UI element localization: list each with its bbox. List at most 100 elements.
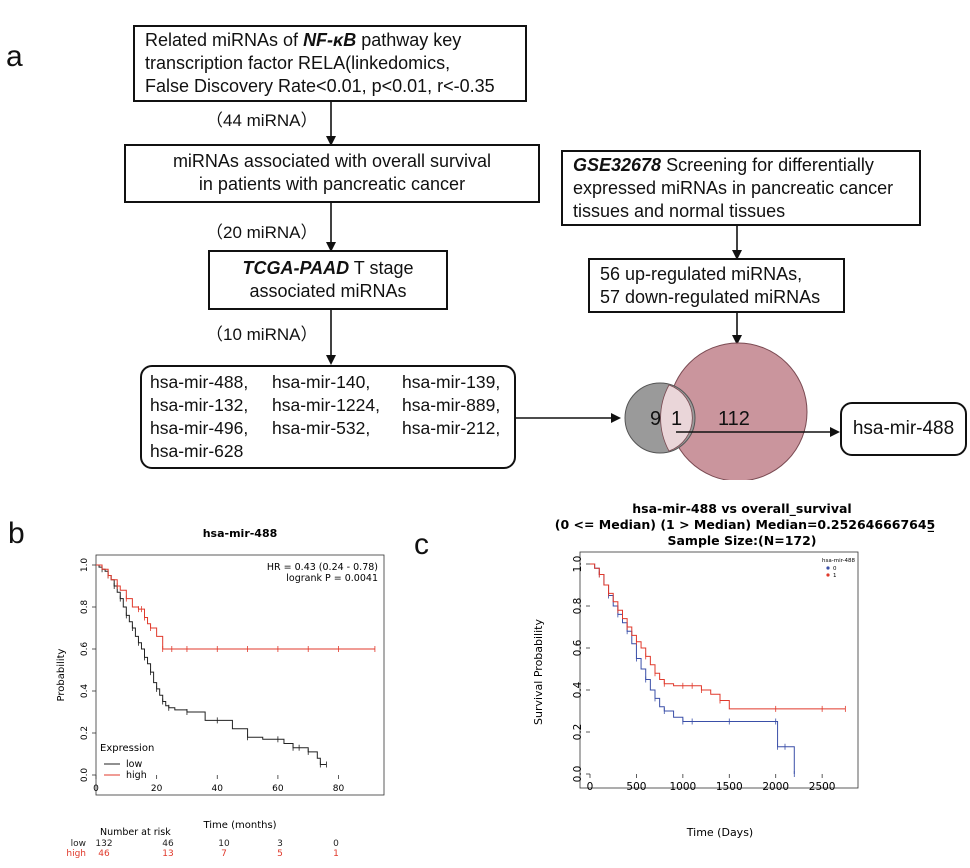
box2-line1: miRNAs associated with overall survival — [172, 151, 492, 171]
km-plot-b: hsa-mir-488 0.0 0.2 0.4 0.6 0.8 1.0 0 20 40 60 80… — [56, 527, 385, 859]
box3-line1b: T stage — [349, 258, 414, 278]
regulated-box: 56 up-regulated miRNAs, 57 down-regulate… — [588, 258, 845, 313]
result-box: hsa-mir-488 — [840, 402, 967, 456]
legend-1-dot — [826, 573, 830, 577]
km-curve-low — [96, 564, 327, 765]
mirna-1: hsa-mir-488, — [150, 372, 249, 392]
risk-value: 7 — [221, 849, 227, 859]
km-curve-high — [96, 564, 375, 650]
km-curve-0 — [590, 563, 795, 774]
survival-box: miRNAs associated with overall survival … — [124, 144, 540, 203]
km-plot-c: hsa-mir-488 vs overall_survival (0 <= Me… — [532, 501, 936, 839]
risk-value: 1 — [333, 849, 339, 859]
xtick-label: 1000 — [669, 781, 696, 793]
plot-b-frame — [95, 554, 385, 796]
plot-b-xlabel: Time (months) — [202, 820, 276, 831]
box2-line2: in patients with pancreatic cancer — [198, 174, 466, 194]
plot-c-title2: (0 <= Median) (1 > Median) Median=0.2526… — [555, 517, 936, 533]
xtick-label: 500 — [626, 781, 646, 793]
panel-b-letter: b — [8, 517, 25, 550]
ytick-label: 1.0 — [80, 558, 90, 573]
plot-c-yticks: 0.0 0.2 0.4 0.6 0.8 1.0 — [572, 556, 590, 783]
box1-line1c: pathway key — [356, 30, 462, 50]
venn-overlap-count: 1 — [671, 408, 682, 430]
plot-b-legend-title: Expression — [100, 743, 154, 754]
plot-b-title: hsa-mir-488 — [203, 527, 278, 540]
ytick-label: 0.8 — [572, 598, 584, 615]
xtick-label: 80 — [333, 784, 345, 794]
plot-b-logrank: logrank P = 0.0041 — [286, 573, 378, 584]
geo-box: GSE32678 Screening for differentially ex… — [561, 150, 921, 226]
mirna-list-box: hsa-mir-488, hsa-mir-140, hsa-mir-139, h… — [140, 365, 516, 469]
risk-value: 0 — [333, 839, 339, 849]
xtick-label: 0 — [587, 781, 594, 793]
box1-line3: False Discovery Rate<0.01, p<0.01, r<-0.… — [145, 76, 495, 96]
xtick-label: 0 — [93, 784, 99, 794]
plot-c-title1: hsa-mir-488 vs overall_survival — [632, 501, 851, 517]
risk-value: 3 — [277, 839, 283, 849]
flowchart-arrows: 9 1 112 — [326, 102, 840, 480]
venn-left-count: 9 — [650, 408, 661, 430]
xtick-label: 20 — [151, 784, 163, 794]
plot-c-ylabel: Survival Probability — [532, 619, 545, 725]
count-10: （10 miRNA） — [206, 325, 318, 344]
ytick-label: 0.0 — [80, 768, 90, 783]
geo-line2: expressed miRNAs in pancreatic cancer — [573, 178, 894, 198]
reg-line2: 57 down-regulated miRNAs — [600, 287, 821, 307]
risk-title: Number at risk — [100, 827, 171, 838]
ytick-label: 0.2 — [80, 726, 90, 740]
risk-value: 132 — [95, 839, 112, 849]
ytick-label: 0.6 — [80, 642, 90, 657]
box1-nfkb: NF-κB — [303, 30, 357, 50]
risk-value: 5 — [277, 849, 283, 859]
box3-tcga: TCGA-PAAD — [242, 258, 350, 278]
panel-c-letter: c — [414, 528, 429, 561]
plot-c-xticks: 0 500 1000 1500 2000 2500 — [587, 774, 836, 793]
xtick-label: 40 — [212, 784, 224, 794]
risk-value: 10 — [218, 839, 230, 849]
ytick-label: 0.4 — [80, 684, 90, 699]
plot-c-legend-title: hsa-mir-488 — [822, 558, 855, 564]
xtick-label: 2000 — [762, 781, 789, 793]
plot-b-curves — [96, 564, 376, 768]
plot-b-hr: HR = 0.43 (0.24 - 0.78) — [267, 562, 378, 573]
plot-c-title3: Sample Size:(N=172) — [667, 533, 816, 548]
risk-value: 46 — [98, 849, 110, 859]
risk-row-label-low: low — [71, 839, 86, 849]
ytick-label: 0.8 — [80, 600, 90, 615]
reg-line1: 56 up-regulated miRNAs, — [600, 264, 803, 284]
ytick-label: 0.4 — [572, 681, 584, 698]
mirna-9: hsa-mir-212, — [402, 418, 501, 438]
count-20: （20 miRNA） — [206, 223, 318, 242]
geo-line1b: Screening for differentially — [661, 155, 874, 175]
risk-value: 13 — [162, 849, 173, 859]
geo-id: GSE32678 — [573, 155, 662, 175]
legend-low-label: low — [126, 759, 142, 770]
mirna-10: hsa-mir-628 — [150, 441, 244, 461]
ytick-label: 0.0 — [572, 766, 584, 783]
plot-b-ylabel: Probability — [56, 648, 67, 701]
mirna-row-4: hsa-mir-628 — [150, 440, 506, 463]
mirna-row-1: hsa-mir-488, hsa-mir-140, hsa-mir-139, — [150, 371, 506, 394]
plot-b-xticks: 0 20 40 60 80 — [93, 775, 345, 794]
venn-right-count: 112 — [718, 408, 750, 430]
legend-1-label: 1 — [833, 573, 837, 579]
venn-overlap — [660, 384, 693, 452]
mirna-8: hsa-mir-532, — [272, 418, 371, 438]
legend-high-label: high — [126, 770, 147, 781]
mirna-4: hsa-mir-132, — [150, 395, 249, 415]
tcga-box: TCGA-PAAD T stage associated miRNAs — [208, 250, 448, 310]
mirna-6: hsa-mir-889, — [402, 395, 501, 415]
mirna-3: hsa-mir-139, — [402, 372, 501, 392]
legend-0-dot — [826, 566, 830, 570]
ytick-label: 0.2 — [572, 724, 584, 741]
linkedomics-box: Related miRNAs of NF-κB pathway key tran… — [133, 25, 527, 102]
legend-0-label: 0 — [833, 566, 837, 572]
mirna-7: hsa-mir-496, — [150, 418, 249, 438]
risk-row-label-high: high — [66, 849, 86, 859]
count-44: （44 miRNA） — [206, 111, 318, 130]
plot-c-frame — [579, 551, 859, 789]
plot-c-curves — [590, 563, 846, 777]
plot-b-yticks: 0.0 0.2 0.4 0.6 0.8 1.0 — [80, 558, 96, 783]
